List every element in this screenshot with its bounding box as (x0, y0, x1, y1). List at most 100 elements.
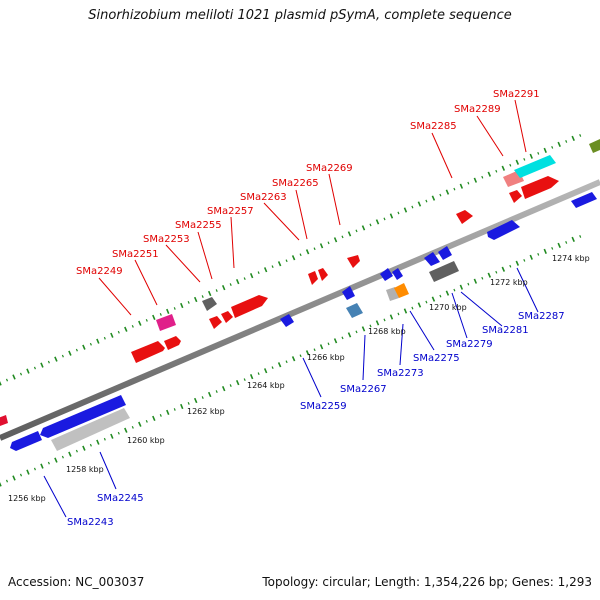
gene-arrow[interactable] (456, 210, 473, 224)
scale-tick (68, 350, 72, 356)
gene-label-bottom[interactable]: SMa2273 (377, 368, 424, 379)
scale-tick (341, 235, 344, 239)
gene-label-bottom[interactable]: SMa2259 (300, 401, 347, 412)
gene-arrow[interactable] (308, 271, 318, 285)
scale-tick (439, 193, 442, 197)
gene-arrow[interactable] (571, 192, 597, 208)
scale-tick (291, 255, 296, 261)
gene-arrow[interactable] (589, 139, 600, 153)
scale-tick (235, 278, 240, 285)
gene-label-top[interactable]: SMa2289 (454, 104, 501, 115)
scale-tick (12, 475, 16, 481)
scale-tick (431, 195, 436, 201)
scale-tick (403, 308, 408, 314)
scale-tick (117, 330, 120, 334)
scale-tick (221, 385, 226, 392)
topology-label: Topology: circular; Length: 1,354,226 bp… (262, 575, 592, 589)
scale-label: 1272 kbp (490, 278, 528, 287)
scale-tick (33, 366, 36, 370)
gene-arrow[interactable] (346, 303, 363, 318)
gene-arrow[interactable] (342, 286, 355, 300)
scale-tick (47, 360, 50, 364)
scale-tick (54, 457, 58, 463)
gene-label-top[interactable]: SMa2253 (143, 234, 190, 245)
scale-tick (257, 372, 260, 376)
gene-label-top[interactable]: SMa2263 (240, 192, 287, 203)
gene-label-top[interactable]: SMa2265 (272, 178, 319, 189)
gene-label-top[interactable]: SMa2291 (493, 89, 540, 100)
gene-arrow[interactable] (131, 341, 165, 363)
gene-arrow[interactable] (156, 314, 176, 331)
scale-tick (369, 223, 372, 227)
gene-arrow[interactable] (318, 268, 328, 281)
scale-tick (103, 437, 106, 441)
scale-tick (495, 270, 498, 274)
gene-arrow[interactable] (380, 268, 393, 281)
gene-label-top[interactable]: SMa2255 (175, 220, 222, 231)
scale-label: 1266 kbp (307, 353, 345, 362)
gene-label-bottom[interactable]: SMa2245 (97, 493, 144, 504)
gene-arrow[interactable] (347, 255, 360, 268)
gene-label-top[interactable]: SMa2269 (306, 163, 353, 174)
lower-tick-lane (0, 235, 582, 487)
gene-arrow[interactable] (487, 220, 520, 240)
gene-arrow[interactable] (438, 246, 452, 260)
gene-arrow[interactable] (209, 316, 222, 329)
scale-tick (445, 290, 450, 296)
gene-label-bottom[interactable]: SMa2281 (482, 325, 529, 336)
gene-label-bottom[interactable]: SMa2287 (518, 311, 565, 322)
gene-label-bottom[interactable]: SMa2279 (446, 339, 493, 350)
scale-tick (166, 308, 170, 315)
gene-arrow[interactable] (202, 297, 217, 311)
scale-tick (26, 368, 30, 374)
scale-tick (459, 284, 464, 290)
gene-label-top[interactable]: SMa2249 (76, 266, 123, 277)
gene-arrow[interactable] (40, 395, 126, 438)
scale-label: 1274 kbp (552, 254, 590, 263)
scale-tick (173, 307, 176, 310)
bottom-label-leaders (43, 267, 539, 518)
scale-tick (411, 205, 414, 209)
scale-label: 1256 kbp (8, 494, 46, 503)
scale-tick (187, 402, 190, 405)
gene-arrow[interactable] (394, 283, 409, 298)
gene-arrow[interactable] (0, 415, 8, 426)
scale-tick (145, 318, 148, 322)
gene-arrow[interactable] (51, 408, 130, 451)
gene-arrow[interactable] (521, 176, 559, 199)
gene-arrow[interactable] (280, 314, 294, 327)
scale-tick (333, 338, 338, 344)
gene-label-top[interactable]: SMa2285 (410, 121, 457, 132)
scale-tick (235, 379, 240, 386)
accession-label: Accession: NC_003037 (8, 575, 145, 589)
gene-arrow[interactable] (509, 190, 522, 203)
scale-tick (313, 348, 316, 352)
scale-tick (47, 461, 50, 465)
gene-arrow[interactable] (164, 336, 181, 350)
scale-tick (193, 296, 198, 303)
gene-arrow[interactable] (221, 311, 233, 323)
gene-label-top[interactable]: SMa2251 (112, 249, 159, 260)
gene-arrow[interactable] (392, 268, 403, 280)
scale-tick (523, 258, 526, 262)
gene-label-bottom[interactable]: SMa2275 (413, 353, 460, 364)
scale-tick (131, 324, 134, 328)
scale-tick (159, 313, 162, 316)
scale-tick (5, 378, 9, 382)
gene-arrow[interactable] (10, 431, 42, 451)
scale-tick (425, 300, 428, 304)
scale-tick (467, 181, 470, 185)
gene-arrow[interactable] (231, 295, 268, 318)
gene-arrow[interactable] (424, 252, 440, 266)
gene-arrow[interactable] (429, 261, 459, 282)
scale-tick (229, 384, 232, 387)
scale-tick (369, 324, 372, 328)
gene-arrow[interactable] (514, 155, 556, 178)
gene-label-bottom[interactable]: SMa2243 (67, 517, 114, 528)
gene-label-bottom[interactable]: SMa2267 (340, 384, 387, 395)
gene-label-top[interactable]: SMa2257 (207, 206, 254, 217)
scale-tick (75, 449, 78, 453)
scale-tick (110, 433, 114, 439)
scale-tick (257, 271, 260, 275)
scale-tick (515, 260, 520, 266)
